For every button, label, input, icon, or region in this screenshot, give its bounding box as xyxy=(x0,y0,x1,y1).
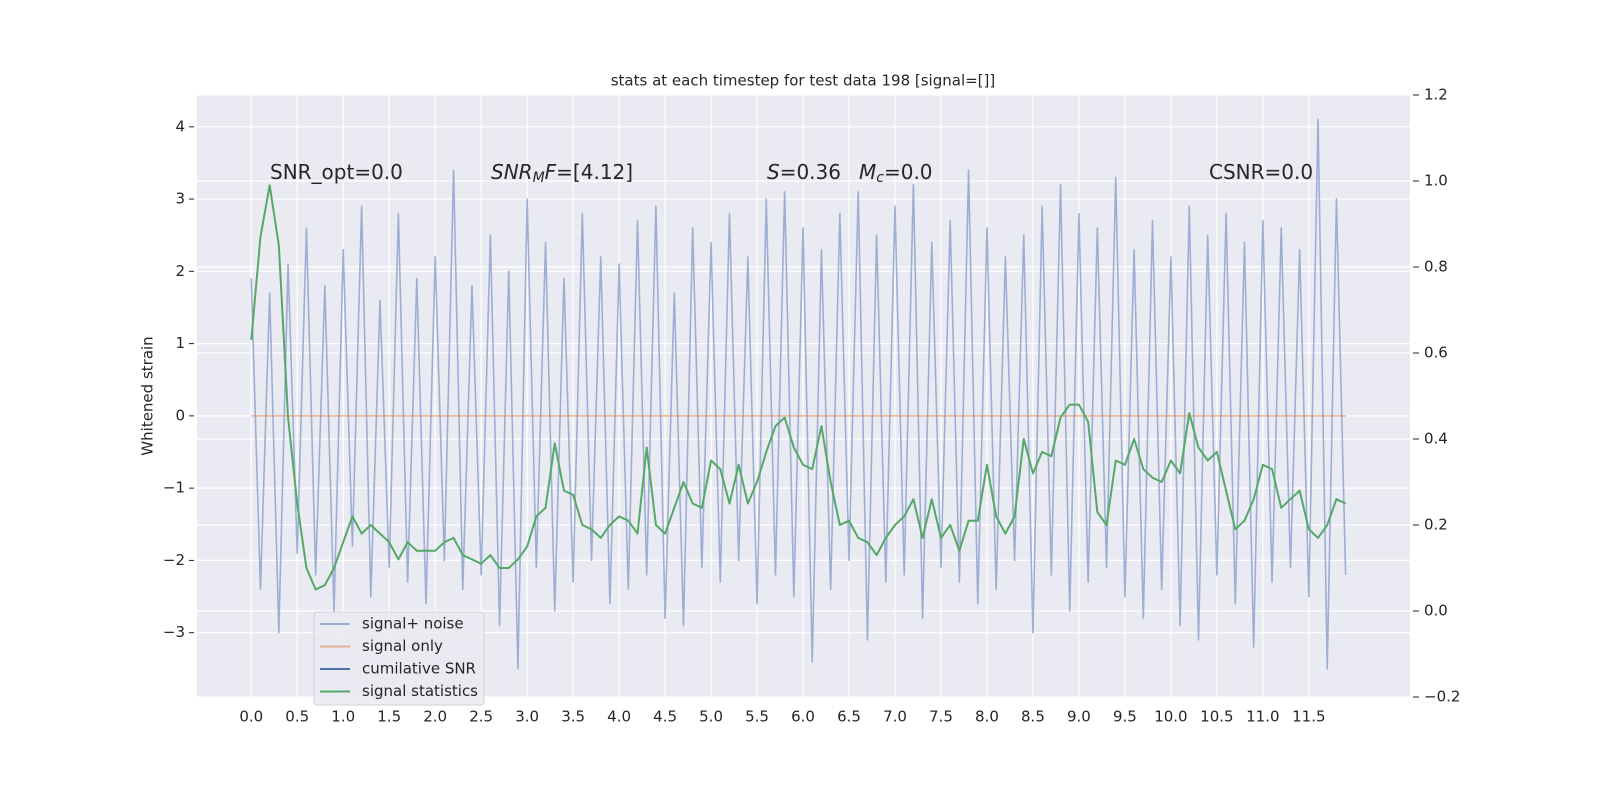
series-line xyxy=(250,184,1347,591)
annotation-part: CSNR=0.0 xyxy=(1209,160,1313,184)
annotation-part: c xyxy=(876,170,884,186)
x-tick-label: 11.0 xyxy=(1246,708,1279,726)
y-tick-label: −1 xyxy=(163,479,185,497)
y-tick-label: 2 xyxy=(175,262,185,280)
annotation: S=0.36 xyxy=(767,160,841,184)
y2-tick-label: 0.2 xyxy=(1424,516,1448,534)
annotation-part: M xyxy=(859,160,876,184)
annotation-part: S xyxy=(767,160,780,184)
x-tick-label: 10.5 xyxy=(1200,708,1233,726)
x-tick-label: 4.5 xyxy=(653,708,677,726)
x-tick-label: 7.5 xyxy=(929,708,953,726)
x-tick-label: 3.5 xyxy=(561,708,585,726)
x-tick-label: 7.0 xyxy=(883,708,907,726)
y-tick-label: 0 xyxy=(175,406,185,424)
y2-tick-label: 0.8 xyxy=(1424,258,1448,276)
x-tick-label: 1.0 xyxy=(331,708,355,726)
x-tick-label: 2.5 xyxy=(469,708,493,726)
annotation: SNRMF=[4.12] xyxy=(491,160,633,187)
annotation-part: F xyxy=(545,160,557,184)
chart-title: stats at each timestep for test data 198… xyxy=(611,72,996,90)
y2-tick-label: 0.4 xyxy=(1424,430,1448,448)
y-tick-label: 3 xyxy=(175,190,185,208)
x-tick-label: 6.5 xyxy=(837,708,861,726)
y-tick-label: −2 xyxy=(163,551,185,569)
x-tick-label: 9.5 xyxy=(1113,708,1137,726)
legend-box xyxy=(313,611,485,706)
y2-tick-label: −0.2 xyxy=(1424,688,1460,706)
x-tick-label: 3.0 xyxy=(515,708,539,726)
x-tick-label: 1.5 xyxy=(377,708,401,726)
y-tick-label: 1 xyxy=(175,334,185,352)
x-tick-label: 8.0 xyxy=(975,708,999,726)
legend-label: signal+ noise xyxy=(362,615,464,633)
x-tick-label: 0.5 xyxy=(285,708,309,726)
y-axis-label: Whitened strain xyxy=(139,336,157,455)
x-tick-label: 9.0 xyxy=(1067,708,1091,726)
series-line xyxy=(250,118,1347,670)
annotation: SNR_opt=0.0 xyxy=(270,160,403,184)
annotation-part: M xyxy=(533,170,545,186)
y-tick-label: 4 xyxy=(175,117,185,135)
annotation-part: SNR_opt=0.0 xyxy=(270,160,403,184)
annotation-part: =[4.12] xyxy=(556,160,633,184)
x-tick-label: 11.5 xyxy=(1292,708,1325,726)
x-tick-label: 5.5 xyxy=(745,708,769,726)
x-tick-label: 6.0 xyxy=(791,708,815,726)
x-tick-label: 0.0 xyxy=(239,708,263,726)
y2-tick-label: 0.6 xyxy=(1424,344,1448,362)
legend-label: signal only xyxy=(362,637,443,655)
annotation-part: SNR xyxy=(491,160,533,184)
x-tick-label: 8.5 xyxy=(1021,708,1045,726)
annotation-part: =0.0 xyxy=(884,160,933,184)
y-tick-label: −3 xyxy=(163,623,185,641)
x-tick-label: 2.0 xyxy=(423,708,447,726)
y2-tick-label: 1.2 xyxy=(1424,86,1448,104)
annotation: CSNR=0.0 xyxy=(1209,160,1313,184)
x-tick-label: 4.0 xyxy=(607,708,631,726)
y2-tick-label: 0.0 xyxy=(1424,602,1448,620)
annotation: Mc=0.0 xyxy=(859,160,933,187)
y2-tick-label: 1.0 xyxy=(1424,172,1448,190)
x-tick-label: 5.0 xyxy=(699,708,723,726)
legend-label: signal statistics xyxy=(362,682,478,700)
legend-label: cumilative SNR xyxy=(362,660,476,678)
annotation-part: =0.36 xyxy=(780,160,841,184)
x-tick-label: 10.0 xyxy=(1154,708,1187,726)
